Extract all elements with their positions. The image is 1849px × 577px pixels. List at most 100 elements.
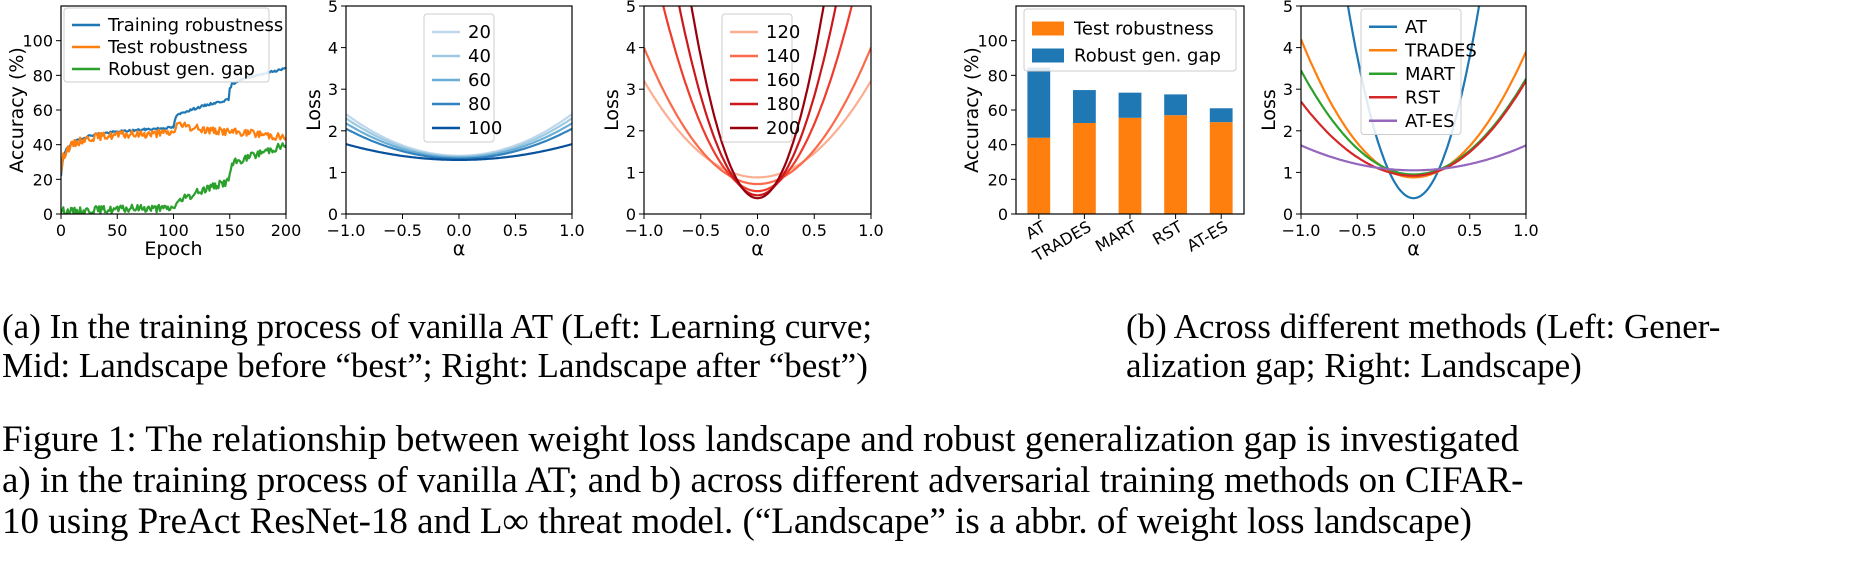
chart5-xtick-label: 0.0 — [1401, 221, 1426, 240]
chart5-ytick-label: 2 — [1283, 122, 1293, 141]
caption-b-line1: (b) Across different methods (Left: Gene… — [1126, 307, 1721, 346]
caption-a-line2: Mid: Landscape before “best”; Right: Lan… — [2, 346, 868, 385]
chart1-legend-label: Test robustness — [107, 37, 248, 58]
chart3-legend-label: 140 — [766, 46, 800, 67]
chart4-category-label: RST — [1149, 217, 1186, 249]
chart1-ylabel: Accuracy (%) — [6, 47, 28, 173]
chart4-bar — [1118, 117, 1142, 214]
chart5-plot-area — [1301, 6, 1526, 200]
chart5-xtick-label: 0.5 — [1457, 221, 1482, 240]
figure-caption-line2: a) in the training process of vanilla AT… — [2, 460, 1524, 501]
chart3-ylabel: Loss — [601, 89, 623, 131]
chart4-bar — [1164, 94, 1187, 116]
chart4-bar — [1073, 90, 1096, 123]
chart5-legend-label: TRADES — [1404, 40, 1477, 61]
chart2-legend-label: 100 — [468, 118, 502, 139]
chart1-ytick-label: 0 — [43, 205, 53, 224]
chart1-series-line — [61, 66, 286, 176]
chart1-ytick-label: 60 — [33, 101, 53, 120]
chart4-ytick-label: 20 — [988, 170, 1008, 189]
chart3-xlabel: α — [751, 238, 764, 260]
chart1-legend-box — [63, 7, 270, 83]
chart3-legend-label: 200 — [766, 118, 800, 139]
chart5-legend-label: AT — [1405, 17, 1428, 38]
chart4-legend-label: Test robustness — [1073, 19, 1214, 40]
chart4-bar — [1073, 123, 1096, 214]
chart2-ytick-label: 4 — [328, 39, 338, 58]
chart2-ytick-label: 5 — [328, 0, 338, 16]
chart3-ytick-label: 5 — [626, 0, 636, 16]
caption-b-line2: alization gap; Right: Landscape) — [1126, 346, 1582, 385]
chart2-ytick-label: 1 — [328, 163, 338, 182]
chart1-ytick-label: 40 — [33, 136, 53, 155]
chart2-xtick-label: 0.5 — [503, 221, 528, 240]
chart4-legend-swatch — [1032, 48, 1064, 63]
chart2-legend-label: 20 — [468, 22, 491, 43]
chart1: 0 20 40 60 80 100 0 50 100 150 200 Epoch Accuracy (%… — [6, 5, 302, 260]
chart1-xtick-label: 150 — [214, 221, 245, 240]
chart5-legend-label: AT-ES — [1405, 111, 1455, 132]
chart1-ytick-label: 100 — [22, 32, 53, 51]
chart4-bar — [1164, 115, 1187, 214]
chart3-xtick-label: 1.0 — [858, 221, 883, 240]
chart5-ytick-label: 5 — [1283, 0, 1293, 16]
chart4-bar — [1118, 92, 1142, 118]
chart2-xtick-label: 1.0 — [559, 221, 584, 240]
chart2-ylabel: Loss — [303, 89, 325, 131]
chart2-legend-label: 40 — [468, 46, 491, 67]
chart4-category-label: AT-ES — [1184, 217, 1232, 255]
chart1-xtick-label: 0 — [56, 221, 66, 240]
chart5-series-line — [1346, 6, 1481, 200]
chart5-series-line — [1301, 80, 1526, 177]
chart2-ytick-label: 0 — [328, 205, 338, 224]
chart4-legend-label: Robust gen. gap — [1074, 46, 1221, 67]
chart3-ytick-label: 3 — [626, 80, 636, 99]
chart3-ytick-label: 2 — [626, 122, 636, 141]
chart3-xtick-label: 0.0 — [745, 221, 770, 240]
chart3-series-line — [662, 6, 853, 193]
chart2-xlabel: α — [453, 238, 466, 260]
chart3-legend-label: 160 — [766, 70, 800, 91]
chart4-bar — [1027, 67, 1051, 138]
chart1-ytick-label: 80 — [33, 66, 53, 85]
chart5-ytick-label: 4 — [1283, 39, 1293, 58]
chart2-legend-label: 80 — [468, 94, 491, 115]
chart3-legend-label: 120 — [766, 22, 800, 43]
chart4-ytick-label: 60 — [988, 101, 1008, 120]
chart2: 0 1 2 3 4 5 −1.0 −0.5 0.0 0.5 1.0 α Loss 20 40 60 80 100 — [303, 0, 585, 260]
chart3-xtick-label: −1.0 — [625, 221, 664, 240]
chart3-legend-box — [721, 13, 793, 143]
chart5-series-line — [1301, 38, 1526, 179]
chart2-xtick-label: −1.0 — [327, 221, 366, 240]
chart3-xtick-label: −0.5 — [681, 221, 720, 240]
chart1-xtick-label: 200 — [271, 221, 302, 240]
chart1-series-line — [61, 121, 286, 173]
chart4-bar — [1027, 137, 1051, 214]
chart4-plot-area — [1027, 67, 1233, 214]
chart3-xtick-label: 0.5 — [802, 221, 827, 240]
chart2-plot-area — [346, 113, 572, 161]
chart5-xtick-label: −0.5 — [1338, 221, 1377, 240]
chart3-series-line — [644, 47, 871, 186]
chart2-series-line — [346, 127, 572, 160]
chart2-xtick-label: −0.5 — [383, 221, 422, 240]
chart4-ytick-label: 100 — [977, 32, 1008, 51]
chart3: 0 1 2 3 4 5 −1.0 −0.5 0.0 0.5 1.0 α Loss 120 140 160 180… — [601, 0, 884, 260]
chart4-ylabel: Accuracy (%) — [961, 47, 983, 173]
figure-caption-line3: 10 using PreAct ResNet-18 and L∞ threat … — [2, 501, 1472, 542]
chart2-legend-box — [423, 13, 495, 143]
chart3-series-line — [690, 6, 825, 200]
chart3-series-line — [644, 80, 871, 179]
chart1-ytick-label: 20 — [33, 170, 53, 189]
chart2-ytick-label: 3 — [328, 80, 338, 99]
chart1-xtick-label: 50 — [107, 221, 127, 240]
chart4-category-label: MART — [1092, 217, 1140, 256]
chart3-ytick-label: 0 — [626, 205, 636, 224]
chart3-legend-label: 180 — [766, 94, 800, 115]
chart4-ytick-label: 80 — [988, 66, 1008, 85]
chart5-xtick-label: −1.0 — [1282, 221, 1321, 240]
chart5-ytick-label: 3 — [1283, 80, 1293, 99]
chart4-ytick-label: 0 — [998, 205, 1008, 224]
